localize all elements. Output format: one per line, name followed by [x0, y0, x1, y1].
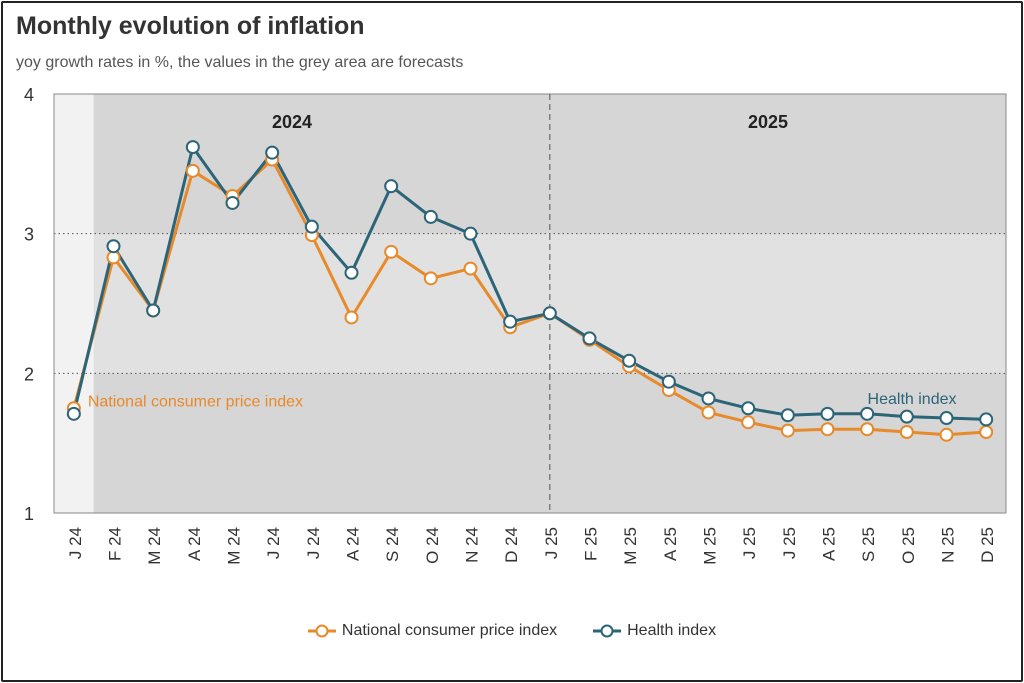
point-health-8 — [384, 179, 399, 194]
point-health-11 — [503, 314, 518, 329]
x-tick-label-22: N 25 — [939, 527, 958, 563]
legend-marker-health — [593, 624, 622, 638]
chart-subtitle: yoy growth rates in %, the values in the… — [16, 54, 464, 71]
y-tick-label-2: 2 — [24, 364, 34, 384]
x-tick-label-1: F 24 — [106, 527, 125, 561]
point-health-5 — [265, 145, 280, 160]
y-tick-label-1: 1 — [24, 504, 34, 524]
point-health-14 — [622, 353, 637, 368]
legend-item-health[interactable]: Health index — [593, 622, 716, 640]
point-health-23 — [979, 412, 994, 427]
x-tick-label-4: M 24 — [225, 527, 244, 565]
x-tick-label-10: N 24 — [463, 527, 482, 563]
point-cpi-17 — [741, 415, 756, 430]
point-cpi-18 — [780, 423, 795, 438]
year-label-2025: 2025 — [748, 112, 788, 132]
x-tick-label-23: D 25 — [978, 527, 997, 563]
x-tick-label-12: J 25 — [542, 527, 561, 559]
x-tick-label-2: M 24 — [145, 527, 164, 565]
x-tick-label-13: F 25 — [582, 527, 601, 561]
year-label-2024: 2024 — [272, 112, 312, 132]
x-tick-label-7: A 24 — [344, 527, 363, 561]
legend-marker-cpi — [307, 624, 336, 638]
point-health-10 — [463, 226, 478, 241]
inline-label-cpi: National consumer price index — [88, 393, 303, 410]
point-cpi-10 — [463, 261, 478, 276]
point-health-19 — [820, 406, 835, 421]
point-cpi-9 — [423, 271, 438, 286]
point-cpi-3 — [185, 163, 200, 178]
point-health-16 — [701, 391, 716, 406]
point-health-18 — [780, 408, 795, 423]
x-tick-label-9: O 24 — [423, 527, 442, 564]
x-tick-label-3: A 24 — [185, 527, 204, 561]
point-cpi-21 — [899, 424, 914, 439]
point-health-17 — [741, 401, 756, 416]
point-cpi-8 — [384, 244, 399, 259]
point-cpi-16 — [701, 405, 716, 420]
x-tick-label-8: S 24 — [383, 527, 402, 562]
point-health-22 — [939, 411, 954, 426]
point-cpi-19 — [820, 422, 835, 437]
point-health-3 — [185, 140, 200, 155]
x-tick-label-18: J 25 — [780, 527, 799, 559]
x-tick-label-17: J 25 — [740, 527, 759, 559]
legend-label-cpi: National consumer price index — [341, 622, 558, 639]
x-tick-label-6: J 24 — [304, 527, 323, 559]
legend-label-health: Health index — [627, 622, 717, 639]
point-health-7 — [344, 265, 359, 280]
x-tick-label-5: J 24 — [264, 527, 283, 559]
point-health-0 — [66, 406, 81, 421]
point-health-21 — [899, 409, 914, 424]
point-health-2 — [146, 303, 161, 318]
legend: National consumer price index Health ind… — [0, 622, 1024, 640]
legend-item-cpi[interactable]: National consumer price index — [307, 622, 558, 640]
x-tick-label-0: J 24 — [66, 527, 85, 559]
point-health-15 — [661, 374, 676, 389]
point-health-6 — [304, 219, 319, 234]
x-tick-label-15: A 25 — [661, 527, 680, 561]
point-health-12 — [542, 306, 557, 321]
point-health-20 — [860, 406, 875, 421]
point-cpi-20 — [860, 422, 875, 437]
plot-border — [53, 93, 1007, 514]
x-tick-label-16: M 25 — [701, 527, 720, 565]
point-health-4 — [225, 195, 240, 210]
point-cpi-22 — [939, 427, 954, 442]
point-health-9 — [423, 209, 438, 224]
x-tick-label-14: M 25 — [621, 527, 640, 565]
y-tick-label-3: 3 — [24, 225, 34, 245]
x-tick-label-19: A 25 — [820, 527, 839, 561]
chart-title: Monthly evolution of inflation — [16, 12, 365, 40]
x-tick-label-20: S 25 — [859, 527, 878, 562]
actual-area — [54, 94, 94, 513]
inline-label-health: Health index — [868, 391, 957, 408]
x-tick-label-21: O 25 — [899, 527, 918, 564]
point-cpi-23 — [979, 424, 994, 439]
point-health-1 — [106, 239, 121, 254]
y-tick-label-4: 4 — [24, 85, 34, 105]
point-cpi-7 — [344, 310, 359, 325]
point-health-13 — [582, 331, 597, 346]
x-tick-label-11: D 24 — [502, 527, 521, 563]
